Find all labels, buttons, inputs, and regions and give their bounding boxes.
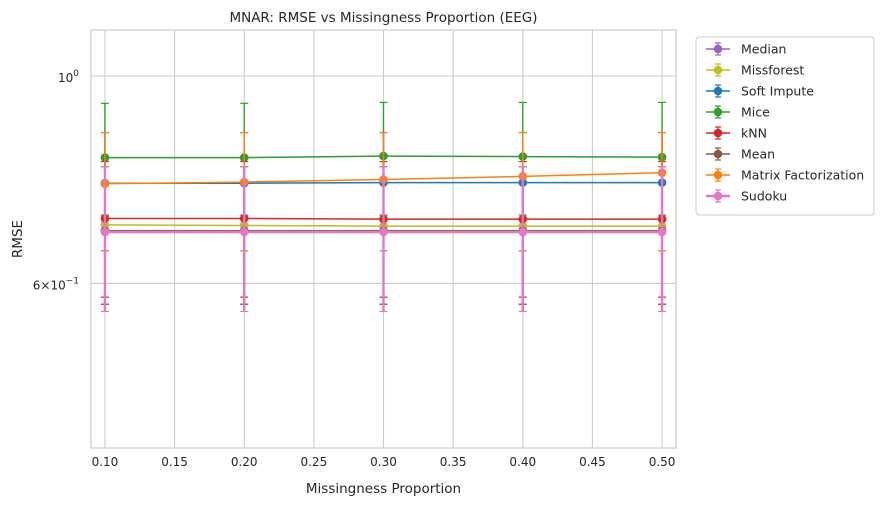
x-tick-label: 0.35: [440, 455, 467, 469]
legend-item: Missforest: [706, 63, 804, 78]
y-tick-exponent: −1: [66, 276, 79, 286]
y-tick-label: 100: [58, 69, 79, 85]
legend-marker: [713, 65, 723, 75]
legend-item: Mean: [706, 147, 775, 162]
legend: Median Missforest Soft Impute Mice kNN Mean Ma…: [695, 36, 875, 216]
x-tick-label: 0.50: [649, 455, 676, 469]
legend-label: Mean: [741, 147, 775, 162]
x-tick-label: 0.15: [161, 455, 188, 469]
data-point: [239, 227, 249, 237]
x-tick-label: 0.30: [370, 455, 397, 469]
y-tick-mantissa: 10: [58, 71, 73, 85]
chart-title: MNAR: RMSE vs Missingness Proportion (EE…: [229, 10, 537, 26]
legend-marker: [713, 191, 723, 201]
legend-label: Median: [741, 42, 786, 57]
legend-item: Median: [706, 42, 786, 57]
y-axis-label: RMSE: [10, 220, 26, 258]
series-sudoku: [100, 165, 667, 313]
y-tick-label: 6×10−1: [33, 276, 79, 292]
legend-item: Matrix Factorization: [706, 168, 864, 183]
tick-labels: 0.10 0.15 0.20 0.25 0.30 0.35 0.40 0.45 0.50 100 6…: [33, 69, 676, 469]
plot-frame: [90, 29, 677, 449]
x-tick-label: 0.40: [509, 455, 536, 469]
legend-marker: [713, 44, 723, 54]
legend-marker: [713, 149, 723, 159]
legend-item: kNN: [706, 126, 767, 141]
y-tick-exponent: 0: [73, 69, 79, 79]
x-tick-label: 0.25: [300, 455, 327, 469]
x-tick-label: 0.45: [579, 455, 606, 469]
legend-frame: [695, 36, 875, 216]
legend-item: Mice: [706, 105, 770, 120]
data-point: [518, 227, 528, 237]
x-axis-label: Missingness Proportion: [306, 481, 461, 497]
series-layer: [100, 101, 667, 313]
legend-marker: [713, 170, 723, 180]
legend-label: Mice: [741, 105, 770, 120]
legend-label: Soft Impute: [741, 84, 814, 99]
legend-marker: [713, 86, 723, 96]
y-tick-mantissa: 6×10: [33, 278, 66, 292]
legend-item: Soft Impute: [706, 84, 814, 99]
legend-label: kNN: [741, 126, 767, 141]
data-point: [100, 227, 110, 237]
legend-marker: [713, 128, 723, 138]
legend-label: Missforest: [741, 63, 804, 78]
legend-marker: [713, 107, 723, 117]
data-point: [657, 227, 667, 237]
legend-label: Sudoku: [741, 189, 787, 204]
legend-label: Matrix Factorization: [741, 168, 864, 183]
legend-item: Sudoku: [706, 189, 787, 204]
data-point: [379, 227, 388, 237]
x-tick-label: 0.20: [231, 455, 258, 469]
x-tick-label: 0.10: [92, 455, 119, 469]
